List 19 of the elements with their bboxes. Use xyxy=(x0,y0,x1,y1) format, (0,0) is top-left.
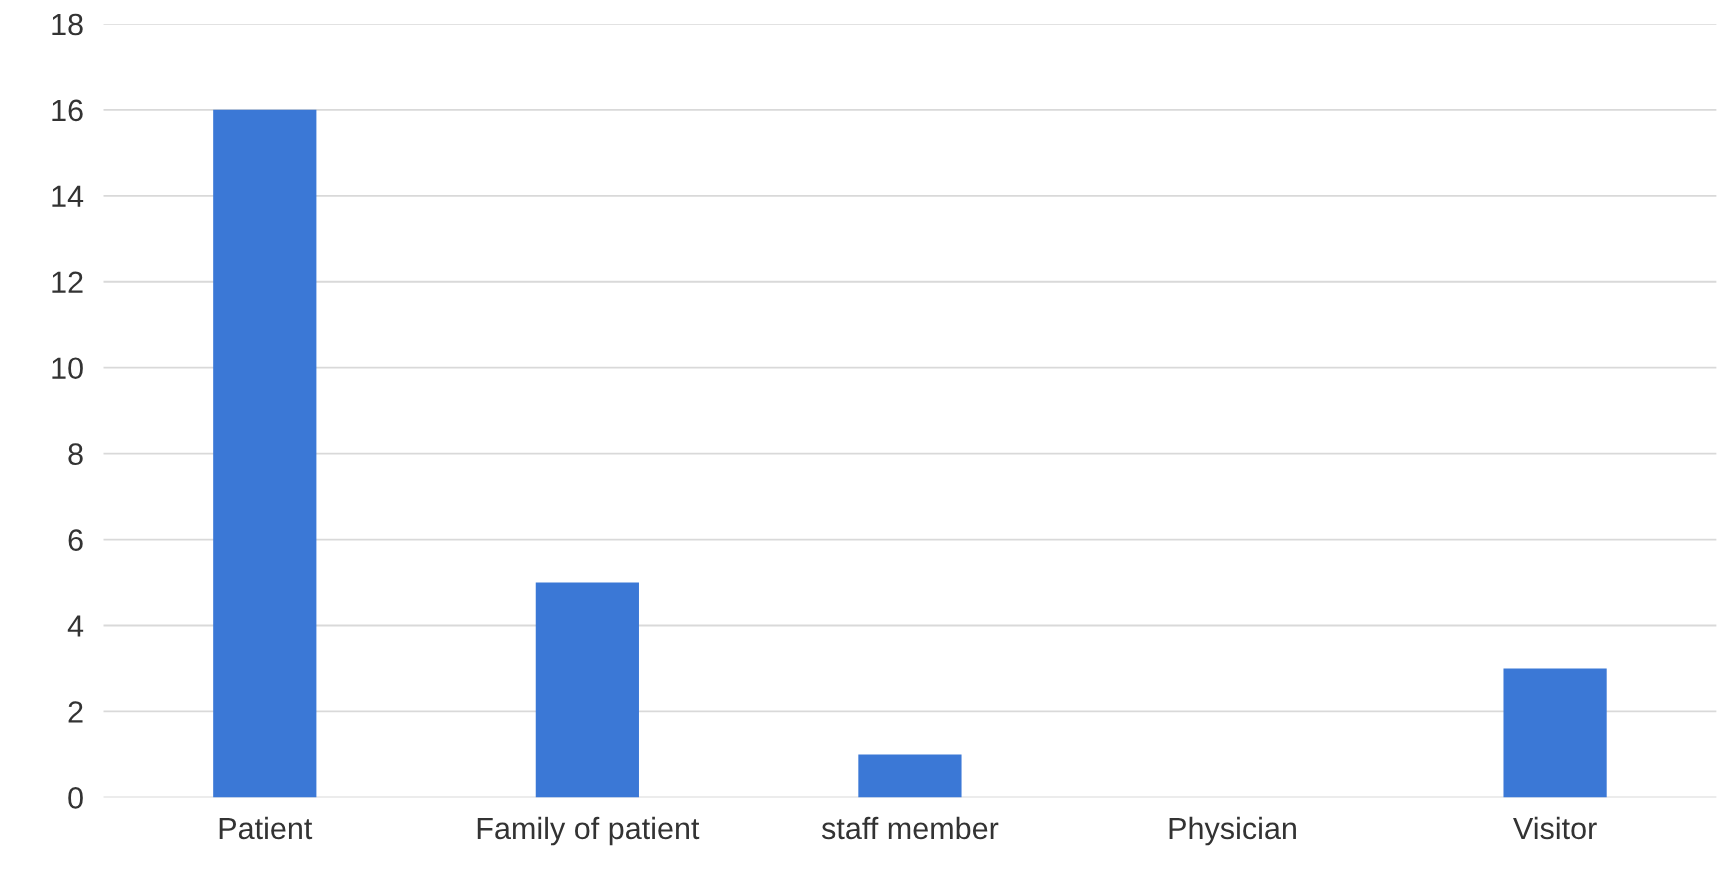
bar xyxy=(535,582,639,798)
y-tick-label: 8 xyxy=(68,443,83,465)
bar xyxy=(213,109,317,798)
y-tick-label: 0 xyxy=(68,787,83,809)
x-tick-label: staff member xyxy=(821,816,999,840)
bar xyxy=(858,754,962,798)
x-tick-label: Physician xyxy=(1169,816,1296,846)
x-tick-label: Family of patient xyxy=(477,816,700,846)
y-tick-label: 14 xyxy=(52,185,84,207)
y-tick-label: 16 xyxy=(52,99,83,122)
y-tick-label: 10 xyxy=(52,357,83,380)
x-tick-label: Patient xyxy=(219,816,313,840)
bar xyxy=(1503,668,1607,798)
y-tick-label: 6 xyxy=(68,529,83,551)
y-tick-label: 2 xyxy=(68,701,83,723)
y-tick-label: 4 xyxy=(67,615,84,637)
x-tick-label: Visitor xyxy=(1513,816,1597,840)
y-tick-label: 18 xyxy=(52,13,83,36)
y-tick-label: 12 xyxy=(52,271,83,293)
